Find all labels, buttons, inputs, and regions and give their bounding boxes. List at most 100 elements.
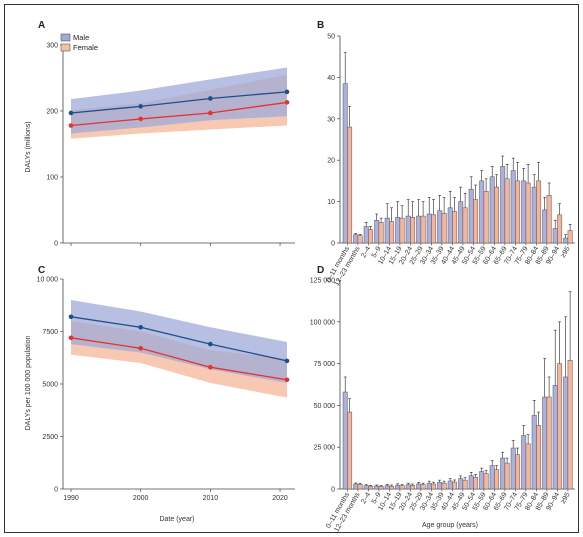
panel-b-xtick-label: 2–4 — [360, 245, 372, 259]
panel-d-bar-female — [368, 485, 374, 490]
panel-c-ytick-label: 5000 — [42, 382, 58, 389]
panel-a-ylabel: DALYs (millions) — [25, 121, 32, 172]
panel-b-bar-male — [405, 215, 411, 244]
panel-a-point-female — [68, 123, 74, 128]
panel-d-ytick-label: 125 000 — [310, 278, 335, 285]
panel-c-ylabel: DALYs per 100 000 population — [25, 335, 32, 430]
panel-b-bar-female — [504, 178, 510, 244]
panel-b-bar-female — [368, 229, 374, 244]
panel-b-bar-female — [420, 215, 426, 244]
panel-d-bar-female — [557, 363, 563, 490]
panel-a-point-male — [68, 110, 74, 116]
legend-male-swatch — [60, 33, 71, 42]
panel-b-bar-female — [483, 191, 489, 244]
panel-b-bar-male — [563, 237, 569, 244]
panel-b-bar-male — [342, 83, 348, 244]
panel-b-bar-male — [395, 217, 401, 244]
panel-d-bar-male — [353, 483, 359, 490]
panel-a-ytick-label: 0 — [54, 241, 58, 248]
panel-b-bar-female — [546, 195, 552, 244]
panel-b-bar-female — [399, 217, 405, 244]
panel-a-point-male — [208, 96, 213, 101]
panel-b-ytick-label: 0 — [331, 241, 335, 248]
panel-b-bar-female — [567, 230, 573, 244]
panel-b-bar-male — [426, 213, 432, 244]
panel-label-d: D — [317, 265, 324, 276]
panel-d-ytick-label: 100 000 — [310, 319, 335, 326]
panel-b-bar-female — [462, 207, 468, 244]
panel-c-point-female — [138, 346, 143, 351]
panel-a-uncertainty-band-male — [71, 67, 287, 134]
panel-d-bar-male — [552, 385, 558, 490]
panel-c-xlabel: Date (year) — [159, 516, 194, 523]
panel-d-bar-female — [546, 396, 552, 490]
panel-c-xtick-label: 2000 — [133, 495, 149, 502]
panel-b-bar-male — [552, 228, 558, 244]
panel-d-bar-male — [563, 376, 569, 490]
panel-d-bar-female — [462, 479, 468, 490]
panel-b-bar-male — [510, 170, 516, 244]
panel-d-bar-male — [374, 485, 380, 490]
panel-d-bar-male — [531, 415, 537, 490]
panel-d-bar-female — [347, 411, 353, 490]
panel-b-bar-male — [447, 207, 453, 244]
panel-b-bar-male — [363, 226, 369, 244]
panel-b-ytick-label: 10 — [327, 199, 335, 206]
panel-b-bar-female — [515, 180, 521, 244]
panel-d-bar-female — [567, 360, 573, 490]
panel-d-xtick-label: ≥95 — [560, 491, 572, 505]
panel-b-bar-female — [494, 186, 500, 244]
panel-c-uncertainty-band-male — [71, 300, 287, 383]
panel-d-bar-female — [389, 485, 395, 490]
panel-c-point-female — [68, 335, 74, 341]
panel-b-bar-male — [458, 201, 464, 244]
panel-d-bar-male — [489, 465, 495, 490]
panel-c-point-male — [68, 314, 74, 320]
panel-a-point-female — [138, 116, 143, 122]
panel-d-ytick-label: 25 000 — [314, 445, 336, 452]
panel-c-point-male — [138, 325, 143, 330]
panel-b-bar-male — [468, 188, 474, 244]
panel-b-bar-male — [416, 215, 422, 244]
panel-c-chart: 0 2500 5000 7500 10 000 1990 2000 2010 2020 — [37, 277, 295, 502]
panel-a-point-male — [284, 89, 290, 95]
panel-d-bar-female — [441, 482, 447, 490]
panel-d-bar-female — [378, 486, 384, 490]
panel-c-line-female — [70, 337, 288, 381]
panel-a-ytick-label: 200 — [46, 109, 58, 116]
panel-c-xtick-label: 2020 — [272, 495, 288, 502]
panel-d-bar-male — [384, 485, 390, 490]
panel-c-point-female — [208, 364, 213, 370]
panel-b-ytick-label: 40 — [327, 75, 335, 82]
panel-d-bar-female — [357, 484, 363, 490]
panel-c-xtick-label: 2010 — [203, 495, 219, 502]
panel-d-bar-female — [494, 469, 500, 490]
panel-d-bar-female — [420, 484, 426, 490]
panel-d-xtick-label: 2–4 — [360, 491, 372, 505]
panel-d-bar-female — [515, 454, 521, 490]
panel-b-xtick-label: ≥95 — [560, 245, 572, 259]
panel-b-bar-female — [441, 212, 447, 244]
panel-d-bar-male — [416, 483, 422, 490]
panel-label-b: B — [317, 20, 324, 31]
panel-b-bar-female — [389, 221, 395, 244]
panel-d-bar-male — [437, 482, 443, 490]
panel-d-bar-female — [452, 481, 458, 490]
panel-c-point-female — [284, 377, 290, 383]
panel-b-bar-male — [384, 217, 390, 244]
panel-d-bar-male — [458, 478, 464, 490]
panel-d-xlabel: Age group (years) — [422, 522, 478, 529]
panel-b-bar-male — [542, 209, 548, 244]
panel-c-ytick-label: 2500 — [42, 434, 58, 441]
panel-d-ytick-label: 50 000 — [314, 403, 336, 410]
legend: Male Female — [60, 33, 98, 52]
panel-d-ytick-label: 0 — [331, 487, 335, 494]
panel-c-point-male — [284, 358, 290, 364]
panel-b-bar-female — [557, 214, 563, 244]
panel-b-bar-male — [531, 186, 537, 244]
panel-b-bar-male — [489, 176, 495, 244]
panel-b-ytick-label: 20 — [327, 158, 335, 165]
panel-b-bar-male — [500, 166, 506, 244]
